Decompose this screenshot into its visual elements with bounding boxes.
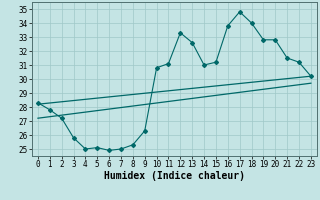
X-axis label: Humidex (Indice chaleur): Humidex (Indice chaleur) xyxy=(104,171,245,181)
